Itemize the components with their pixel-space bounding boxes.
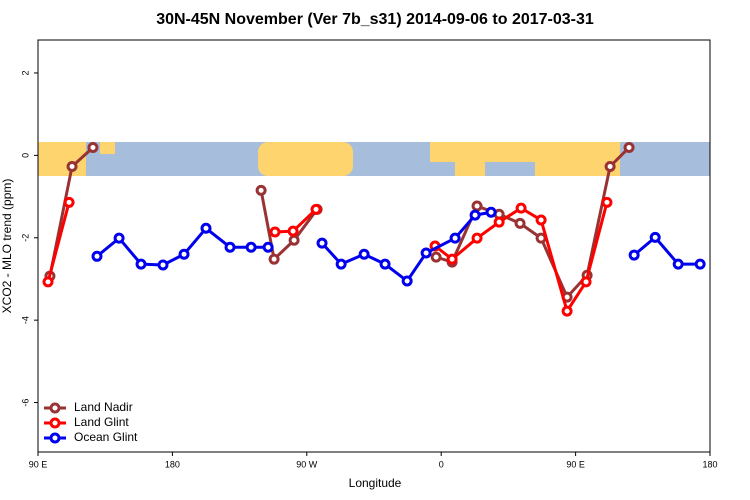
point: [449, 232, 461, 244]
x-axis-label: Longitude: [349, 476, 402, 490]
point: [200, 222, 212, 234]
point: [401, 275, 413, 287]
chart-title: 30N-45N November (Ver 7b_s31) 2014-09-06…: [156, 11, 594, 28]
legend-label: Ocean Glint: [74, 430, 138, 444]
point: [255, 184, 267, 196]
point: [601, 196, 613, 208]
point: [420, 247, 432, 259]
plot-frame: [37, 39, 711, 453]
point: [335, 258, 347, 270]
point: [358, 248, 370, 260]
x-tick-label: 90 E: [29, 459, 48, 469]
y-tick-label: -4: [20, 316, 30, 324]
point: [535, 214, 547, 226]
point: [515, 202, 527, 214]
point: [623, 142, 635, 154]
point: [535, 232, 547, 244]
legend-marker: [49, 417, 61, 429]
point: [649, 231, 661, 243]
point: [66, 160, 78, 172]
point: [694, 258, 706, 270]
point: [430, 251, 442, 263]
point: [446, 253, 458, 265]
x-tick-label: 180: [165, 459, 180, 469]
y-tick-label: -6: [20, 399, 30, 407]
point: [514, 217, 526, 229]
point: [672, 258, 684, 270]
point: [224, 241, 236, 253]
point: [178, 248, 190, 260]
y-tick-label: 2: [20, 70, 30, 75]
y-tick-label: 0: [20, 153, 30, 158]
point: [287, 225, 299, 237]
map-band: [38, 142, 710, 176]
point: [245, 241, 257, 253]
point: [561, 305, 573, 317]
x-tick-label: 0: [439, 459, 444, 469]
x-tick-label: 180: [702, 459, 717, 469]
point: [268, 253, 280, 265]
point: [87, 142, 99, 154]
y-tick-label: -2: [20, 234, 30, 242]
point: [471, 232, 483, 244]
point: [316, 237, 328, 249]
point: [379, 258, 391, 270]
point: [469, 209, 481, 221]
point: [63, 196, 75, 208]
point: [262, 241, 274, 253]
x-tick-label: 90 W: [296, 459, 318, 469]
legend-label: Land Nadir: [74, 400, 133, 414]
point: [157, 259, 169, 271]
point: [604, 160, 616, 172]
point: [113, 232, 125, 244]
series-line: [96, 210, 701, 284]
point: [628, 249, 640, 261]
point: [269, 226, 281, 238]
series-line: [46, 201, 609, 315]
legend-marker: [49, 402, 61, 414]
legend-marker: [49, 432, 61, 444]
point: [485, 206, 497, 218]
point: [580, 276, 592, 288]
point: [493, 216, 505, 228]
point: [91, 250, 103, 262]
point: [288, 234, 300, 246]
legend-label: Land Glint: [74, 415, 129, 429]
point: [310, 203, 322, 215]
point: [42, 276, 54, 288]
x-tick-label: 90 E: [566, 459, 585, 469]
y-axis-label: XCO2 - MLO trend (ppm): [0, 179, 14, 314]
point: [135, 258, 147, 270]
point: [471, 200, 483, 212]
